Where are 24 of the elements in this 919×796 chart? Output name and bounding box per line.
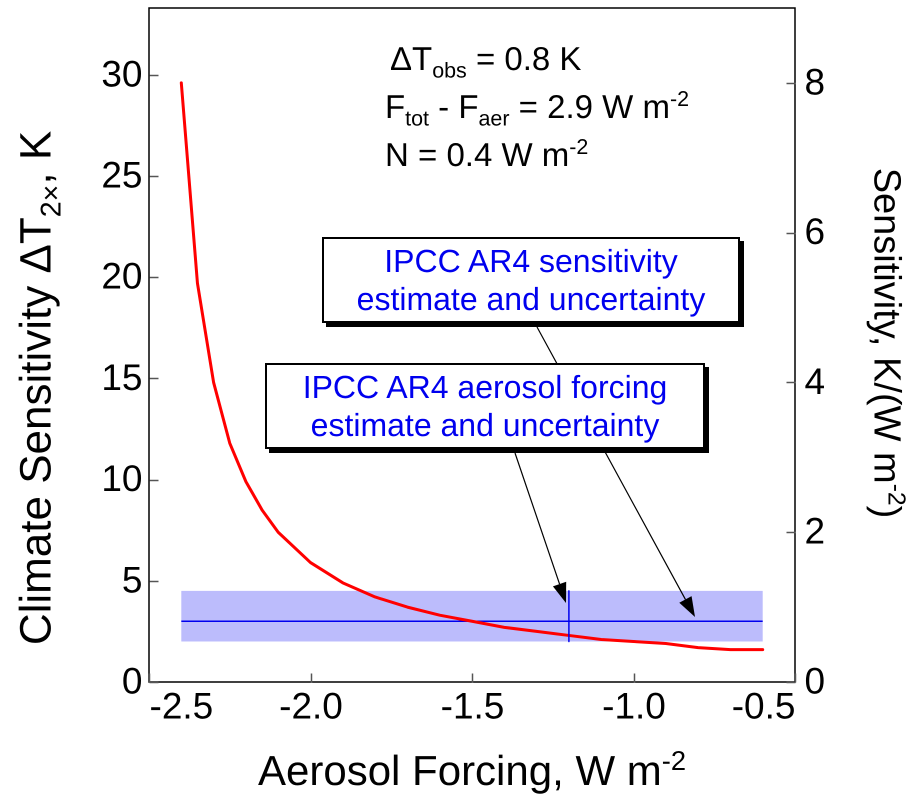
y-tick-label: 30 xyxy=(101,53,142,94)
x-tick-label: -1.5 xyxy=(440,686,504,726)
x-tick-label: -1.0 xyxy=(602,686,666,726)
y2-tick-label: 0 xyxy=(804,660,826,702)
y-tick-label: 5 xyxy=(122,559,142,600)
y2-tick-label: 6 xyxy=(804,211,826,252)
y-tick-label: 20 xyxy=(101,256,142,297)
x-axis-title: Aerosol Forcing, W m$^{-2}$ xyxy=(258,745,686,795)
y-tick-label: 10 xyxy=(101,458,142,500)
annotation: IPCC AR4 aerosol forcing estimate and uncertainty xyxy=(302,368,668,444)
y2-tick-label: 4 xyxy=(804,360,826,402)
x-tick-label: -2.5 xyxy=(150,686,214,726)
y2-tick-label: 2 xyxy=(804,510,826,552)
y-tick-label: 0 xyxy=(122,660,142,702)
annotation: IPCC AR4 sensitivity estimate and uncertainty xyxy=(356,242,706,318)
annotation: F$_{tot}$ - F$_{aer}$ = 2.9 W m$^{-2}$ xyxy=(385,87,690,132)
line-series xyxy=(180,81,764,652)
x-tick-label: -2.0 xyxy=(279,686,343,726)
annotation: ΔT$_{obs}$ = 0.8 K xyxy=(390,40,582,84)
x-tick-label: -0.5 xyxy=(732,686,796,726)
y-tick-label: 15 xyxy=(101,356,142,398)
y2-tick-label: 8 xyxy=(804,61,826,102)
y-tick-label: 25 xyxy=(101,154,142,196)
annotation: N = 0.4 W m$^{-2}$ xyxy=(385,135,588,174)
